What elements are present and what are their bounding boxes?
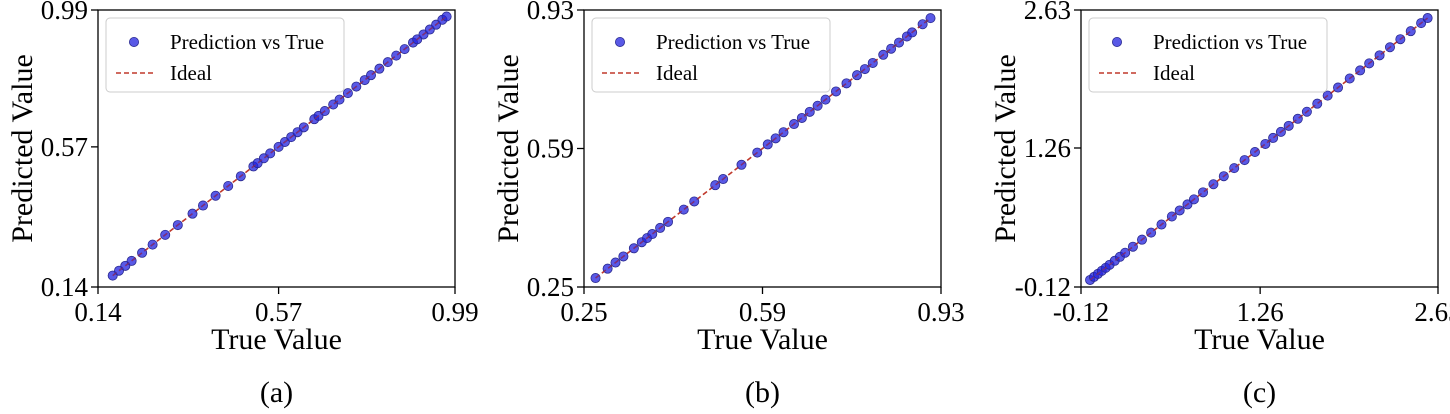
data-point xyxy=(1312,98,1323,109)
legend-label-points: Prediction vs True xyxy=(656,30,810,54)
data-point xyxy=(1198,187,1209,198)
data-point xyxy=(1260,138,1271,149)
x-tick-label: 0.93 xyxy=(917,297,964,327)
y-tick-label: 0.99 xyxy=(41,0,88,25)
y-tick-label: 0.25 xyxy=(527,272,574,302)
plot-frame xyxy=(97,9,456,288)
x-tick-label: 0.14 xyxy=(74,297,122,327)
y-tick-label: 0.57 xyxy=(41,132,88,162)
ideal-line-overlay xyxy=(1089,17,1428,281)
legend-marker-points xyxy=(128,37,139,48)
data-point xyxy=(1268,132,1279,143)
chart-panel-3: -0.12 1.26 2.63 -0.12 1.26 2.63 True Value Pred… xyxy=(989,0,1450,409)
data-point xyxy=(710,180,721,191)
data-point xyxy=(1146,227,1157,238)
legend-marker-points xyxy=(1112,37,1123,48)
data-point xyxy=(1166,211,1177,222)
legend-label-ideal: Ideal xyxy=(170,61,212,85)
y-tick-label: 0.14 xyxy=(41,272,89,302)
data-point xyxy=(1405,26,1416,37)
y-tick-label: 1.26 xyxy=(1024,133,1071,163)
legend-label-ideal: Ideal xyxy=(1153,61,1195,85)
y-tick-label: 0.59 xyxy=(527,134,574,164)
legend: Prediction vs True Ideal xyxy=(1088,17,1328,93)
ideal-line-overlay xyxy=(112,16,447,277)
x-tick-label: 0.99 xyxy=(431,297,478,327)
x-tick-label: 0.57 xyxy=(255,297,302,327)
legend: Prediction vs True Ideal xyxy=(591,17,831,93)
data-point xyxy=(334,94,345,105)
legend: Prediction vs True Ideal xyxy=(105,17,345,93)
x-axis-title: True Value xyxy=(211,323,342,356)
panel-label: (b) xyxy=(745,376,780,409)
x-tick-label: 2.63 xyxy=(1414,297,1450,327)
y-axis-title: Predicted Value xyxy=(6,54,39,243)
y-tick-label: -0.12 xyxy=(1015,272,1071,302)
legend-marker-points xyxy=(615,37,626,48)
data-point xyxy=(1355,65,1366,76)
data-point xyxy=(647,229,658,240)
legend-label-ideal: Ideal xyxy=(656,61,698,85)
x-axis-title: True Value xyxy=(697,323,828,356)
y-axis-title: Predicted Value xyxy=(989,54,1022,243)
chart-panel-2: 0.25 0.59 0.93 0.25 0.59 0.93 True Value Predic… xyxy=(492,0,965,409)
legend-label-points: Prediction vs True xyxy=(170,30,324,54)
x-tick-label: -0.12 xyxy=(1053,297,1109,327)
x-tick-label: 0.59 xyxy=(739,297,786,327)
x-axis-title: True Value xyxy=(1194,323,1325,356)
ideal-line-overlay xyxy=(595,17,931,279)
data-point xyxy=(796,112,807,123)
data-point xyxy=(841,78,852,89)
panel-label: (c) xyxy=(1243,376,1276,409)
legend-label-points: Prediction vs True xyxy=(1153,30,1307,54)
data-point xyxy=(602,263,613,274)
y-axis-title: Predicted Value xyxy=(492,54,525,243)
legend-box xyxy=(1088,17,1328,93)
legend-box xyxy=(105,17,345,93)
data-point xyxy=(365,70,376,81)
data-point xyxy=(1292,113,1303,124)
x-tick-label: 1.26 xyxy=(1237,297,1284,327)
legend-box xyxy=(591,17,831,93)
data-point xyxy=(778,127,789,138)
data-point xyxy=(1127,241,1138,252)
panel-label: (a) xyxy=(260,376,293,409)
x-tick-label: 0.25 xyxy=(560,297,607,327)
data-point xyxy=(1229,163,1240,174)
y-tick-label: 2.63 xyxy=(1024,0,1071,25)
y-tick-label: 0.93 xyxy=(527,0,574,25)
chart-panel-1: 0.14 0.57 0.99 0.14 0.57 0.99 True Value Predic… xyxy=(6,0,479,409)
